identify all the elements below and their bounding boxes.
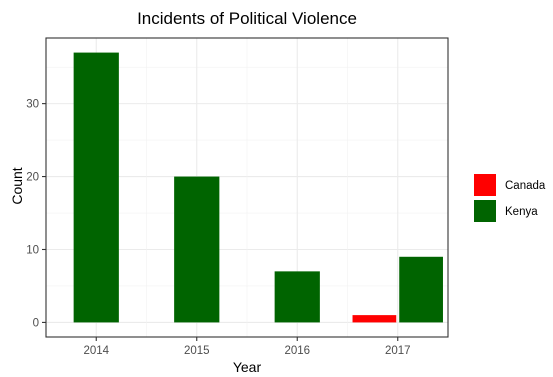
- legend-label-kenya: Kenya: [505, 206, 538, 218]
- legend-key-canada: [474, 174, 496, 196]
- y-tick-label: 30: [26, 99, 39, 111]
- plot-border: [45, 37, 449, 338]
- legend-label-canada: Canada: [505, 180, 546, 192]
- y-tick-label: 20: [26, 172, 39, 184]
- x-tick-label: 2014: [83, 345, 109, 357]
- y-axis-title: Count: [9, 167, 25, 204]
- legend: Canada Kenya: [474, 174, 546, 222]
- x-tick-label: 2017: [385, 345, 411, 357]
- bar-kenya-2017: [399, 256, 443, 323]
- x-axis-title: Year: [233, 359, 262, 375]
- legend-key-kenya: [474, 200, 496, 222]
- bar-kenya-2015: [174, 176, 220, 323]
- chart-title: Incidents of Political Violence: [137, 9, 357, 28]
- x-tick-label: 2016: [284, 345, 310, 357]
- bar-kenya-2016: [274, 271, 320, 323]
- y-tick-label: 0: [33, 317, 39, 329]
- x-tick-label: 2015: [184, 345, 210, 357]
- y-tick-label: 10: [26, 244, 39, 256]
- bar-kenya-2014: [73, 52, 119, 323]
- axes: 0 10 20 30 2014 2015 2016 2017: [26, 99, 410, 357]
- bar-canada-2017: [352, 315, 397, 323]
- bars: [73, 52, 443, 323]
